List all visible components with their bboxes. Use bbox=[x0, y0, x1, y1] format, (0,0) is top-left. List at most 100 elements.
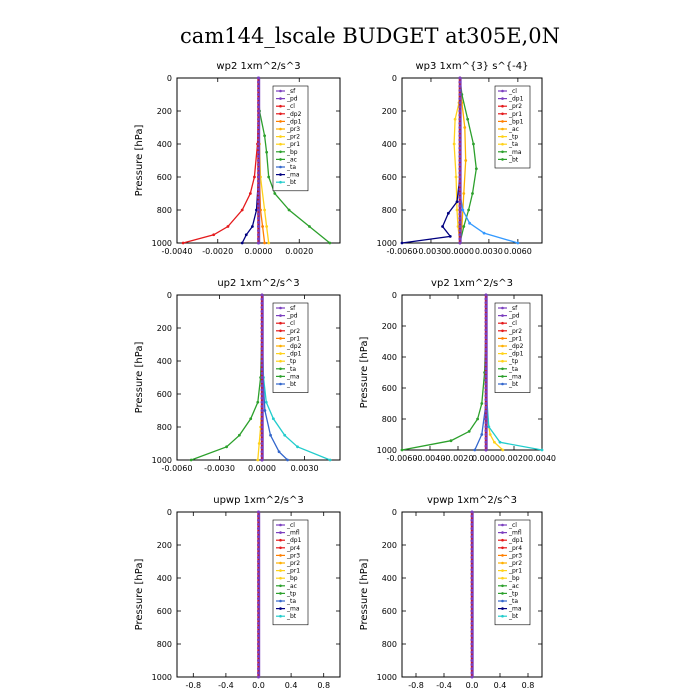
x-tick-label: 0.0030 bbox=[475, 247, 503, 256]
data-point bbox=[265, 150, 269, 154]
legend-label: _pr3 bbox=[286, 126, 300, 133]
data-point bbox=[452, 142, 456, 146]
legend-label: _sf bbox=[286, 88, 296, 95]
legend-marker bbox=[279, 382, 282, 386]
data-point bbox=[484, 355, 488, 359]
legend-marker bbox=[279, 142, 282, 146]
data-point bbox=[260, 371, 264, 375]
data-point bbox=[257, 621, 260, 625]
y-tick-label: 800 bbox=[157, 423, 172, 432]
data-point bbox=[257, 212, 260, 216]
x-tick-label: -0.0030 bbox=[204, 464, 235, 473]
data-point bbox=[470, 551, 474, 555]
legend-marker bbox=[279, 158, 282, 161]
data-point bbox=[470, 621, 474, 625]
chart-panel-6: vpwp 1xm^2/s^3 Pressure [hPa] 0 200 400 600 80… bbox=[359, 495, 543, 690]
data-point bbox=[470, 522, 474, 526]
legend-marker bbox=[501, 135, 504, 138]
legend-label: _pr2 bbox=[508, 328, 522, 335]
figure-title: cam144_lscale BUDGET at305E,0N bbox=[180, 24, 560, 48]
data-point bbox=[484, 343, 488, 347]
data-point bbox=[458, 88, 462, 92]
data-point bbox=[257, 183, 260, 187]
x-tick-label: 0.0000 bbox=[245, 247, 273, 256]
data-point bbox=[453, 117, 457, 121]
legend-marker bbox=[279, 104, 282, 108]
data-point bbox=[260, 380, 264, 384]
plot-frame bbox=[401, 77, 543, 244]
legend-marker bbox=[501, 523, 504, 527]
data-point bbox=[257, 76, 260, 80]
legend-marker bbox=[279, 135, 282, 138]
data-point bbox=[454, 175, 458, 179]
legend-marker bbox=[279, 306, 282, 310]
data-point bbox=[257, 593, 260, 596]
x-tick-label: 0.0 bbox=[252, 681, 265, 690]
data-point bbox=[484, 386, 488, 390]
data-point bbox=[467, 430, 471, 433]
data-point bbox=[260, 301, 264, 305]
data-point bbox=[257, 671, 260, 675]
data-point bbox=[257, 229, 260, 233]
chart-panel-1: wp2 1xm^2/s^3 Pressure [hPa] 0 200 400 600 800… bbox=[134, 61, 341, 256]
y-tick-label: 400 bbox=[382, 574, 397, 583]
legend-marker bbox=[279, 607, 282, 610]
data-point bbox=[257, 192, 260, 195]
y-tick-label: 200 bbox=[157, 107, 172, 116]
data-point bbox=[476, 417, 479, 421]
plot-frame bbox=[401, 294, 543, 451]
data-point bbox=[484, 363, 488, 367]
legend-box bbox=[272, 85, 309, 192]
legend-label: _cl bbox=[508, 522, 517, 529]
data-point bbox=[260, 338, 264, 342]
data-point bbox=[257, 196, 260, 200]
y-tick-label: 600 bbox=[157, 607, 172, 616]
data-point bbox=[296, 445, 299, 449]
data-point bbox=[257, 572, 260, 576]
y-tick-label: 400 bbox=[157, 357, 172, 366]
data-point bbox=[257, 113, 260, 117]
data-point bbox=[260, 330, 264, 334]
legend-marker bbox=[501, 546, 504, 550]
legend-label: _cl bbox=[286, 103, 295, 110]
data-point bbox=[458, 200, 462, 204]
y-tick-label: 1000 bbox=[152, 456, 172, 465]
data-point bbox=[267, 175, 271, 179]
legend-marker bbox=[501, 531, 504, 534]
data-point bbox=[484, 371, 488, 374]
legend-label: _ma bbox=[508, 373, 522, 380]
data-point bbox=[461, 208, 465, 212]
data-point bbox=[257, 97, 260, 101]
panel-title: vpwp 1xm^2/s^3 bbox=[427, 495, 517, 506]
legend-marker bbox=[501, 607, 504, 610]
data-point bbox=[484, 417, 488, 421]
data-point bbox=[260, 450, 264, 454]
data-point bbox=[484, 305, 488, 309]
data-point bbox=[257, 588, 260, 592]
legend-label: _pr1 bbox=[286, 568, 300, 575]
data-point bbox=[458, 146, 462, 150]
data-point bbox=[484, 409, 488, 413]
data-point bbox=[458, 80, 462, 84]
data-point bbox=[449, 439, 453, 443]
data-point bbox=[484, 421, 488, 425]
legend-label: _ac bbox=[508, 583, 519, 590]
data-point bbox=[462, 225, 466, 228]
y-tick-label: 1000 bbox=[152, 239, 172, 248]
legend-marker bbox=[501, 314, 504, 317]
data-point bbox=[458, 113, 462, 117]
y-tick-label: 400 bbox=[382, 140, 397, 149]
legend-marker bbox=[279, 554, 282, 557]
data-point bbox=[470, 650, 474, 654]
legend-marker bbox=[501, 158, 504, 161]
legend-marker bbox=[279, 97, 282, 100]
data-point bbox=[269, 433, 272, 437]
legend-label: _pd bbox=[508, 313, 520, 320]
data-point bbox=[328, 241, 332, 245]
data-point bbox=[265, 225, 269, 228]
x-tick-label: 0.4 bbox=[285, 681, 298, 690]
legend-marker bbox=[279, 614, 282, 618]
data-point bbox=[458, 117, 462, 121]
data-point bbox=[484, 340, 488, 343]
data-point bbox=[257, 171, 260, 175]
